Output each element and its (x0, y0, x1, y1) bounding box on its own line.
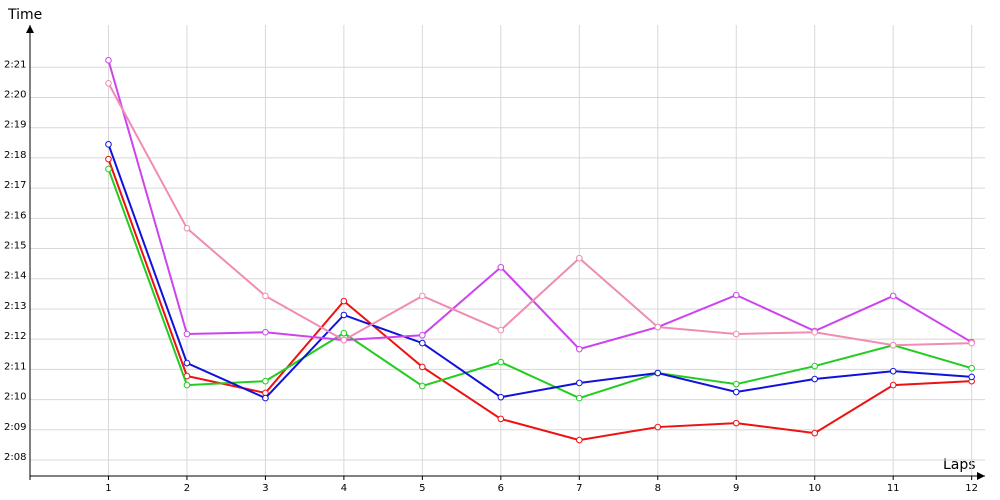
point (968, 364, 975, 372)
point (183, 224, 191, 232)
point (654, 423, 662, 431)
point (262, 328, 269, 336)
y-tick-label: 2:12 (4, 331, 26, 342)
x-tick-label: 6 (498, 483, 504, 494)
point (576, 436, 583, 444)
point (889, 341, 897, 349)
x-tick-label: 10 (808, 483, 821, 494)
y-tick-label: 2:20 (4, 89, 26, 100)
x-tick-label: 12 (965, 483, 978, 494)
x-tick-label: 5 (419, 483, 425, 494)
point (497, 393, 505, 401)
series-line (107, 143, 972, 400)
y-axis-arrow (26, 25, 34, 33)
point (497, 326, 505, 334)
series-line (107, 158, 972, 442)
point (340, 336, 348, 344)
y-tick-label: 2:14 (4, 271, 26, 282)
point (183, 381, 191, 389)
point (340, 311, 348, 319)
point (419, 339, 426, 347)
point (811, 362, 819, 370)
y-tick-label: 2:11 (4, 361, 26, 372)
x-tick-label: 4 (341, 483, 347, 494)
point (576, 394, 583, 402)
point (497, 415, 505, 423)
x-tick-label: 8 (655, 483, 661, 494)
point (576, 379, 583, 387)
x-tick-label: 3 (262, 483, 268, 494)
point (105, 141, 112, 148)
point (732, 291, 740, 299)
point (419, 331, 426, 339)
y-tick-label: 2:09 (4, 422, 26, 433)
point (497, 358, 505, 366)
x-tick-label: 11 (887, 483, 900, 494)
point (968, 339, 975, 347)
point (576, 345, 583, 353)
x-axis-title: Laps (943, 457, 976, 473)
y-tick-label: 2:15 (4, 241, 26, 252)
x-tick-label: 9 (733, 483, 739, 494)
y-tick-label: 2:17 (4, 180, 26, 191)
point (340, 329, 348, 337)
point (576, 254, 583, 262)
point (732, 388, 740, 396)
point (419, 363, 426, 371)
point (419, 382, 426, 390)
y-tick-label: 2:10 (4, 392, 26, 403)
x-tick-label: 2 (184, 483, 190, 494)
series-line (107, 82, 972, 347)
point (497, 263, 505, 271)
point (889, 367, 897, 375)
y-tick-label: 2:08 (4, 452, 26, 463)
point (811, 328, 819, 336)
point (732, 330, 740, 338)
point (889, 292, 897, 300)
point (968, 373, 975, 381)
y-tick-label: 2:18 (4, 150, 26, 161)
point (654, 369, 662, 377)
point (811, 429, 819, 437)
x-tick-label: 1 (105, 483, 111, 494)
point (732, 419, 740, 427)
point (183, 330, 191, 338)
point (105, 57, 112, 64)
y-tick-label: 2:19 (4, 120, 26, 131)
point (183, 359, 191, 367)
point (262, 377, 269, 385)
point (262, 394, 269, 402)
y-tick-label: 2:16 (4, 210, 26, 221)
point (340, 297, 348, 305)
y-tick-label: 2:13 (4, 301, 26, 312)
point (105, 165, 112, 173)
x-tick-label: 7 (576, 483, 582, 494)
x-axis-arrow (977, 472, 985, 480)
series-line (107, 60, 973, 351)
point (654, 323, 662, 331)
point (105, 155, 112, 163)
point (105, 80, 112, 87)
point (419, 292, 426, 300)
point (262, 292, 269, 300)
y-tick-label: 2:21 (4, 59, 26, 70)
point (811, 375, 819, 383)
y-axis-title: Time (7, 7, 42, 23)
point (732, 380, 740, 388)
series-line (107, 168, 972, 400)
point (889, 381, 897, 389)
